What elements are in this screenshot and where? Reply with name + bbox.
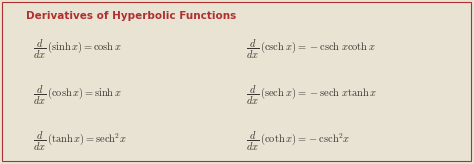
Text: Derivatives of Hyperbolic Functions: Derivatives of Hyperbolic Functions: [26, 11, 237, 21]
Text: $\dfrac{d}{dx}\,(\mathrm{csch}\; x) = -\mathrm{csch}\; x \coth x$: $\dfrac{d}{dx}\,(\mathrm{csch}\; x) = -\…: [246, 38, 376, 61]
Text: $\dfrac{d}{dx}\,(\sinh x) = \cosh x$: $\dfrac{d}{dx}\,(\sinh x) = \cosh x$: [33, 38, 122, 61]
Text: $\dfrac{d}{dx}\,(\tanh x) = \mathrm{sech}^2 x$: $\dfrac{d}{dx}\,(\tanh x) = \mathrm{sech…: [33, 129, 127, 153]
Text: $\dfrac{d}{dx}\,(\mathrm{sech}\; x) = -\mathrm{sech}\; x \tanh x$: $\dfrac{d}{dx}\,(\mathrm{sech}\; x) = -\…: [246, 83, 377, 107]
Text: $\dfrac{d}{dx}\,(\coth x) = -\mathrm{csch}^2 x$: $\dfrac{d}{dx}\,(\coth x) = -\mathrm{csc…: [246, 129, 351, 153]
Text: $\dfrac{d}{dx}\,(\cosh x) = \sinh x$: $\dfrac{d}{dx}\,(\cosh x) = \sinh x$: [33, 83, 122, 107]
